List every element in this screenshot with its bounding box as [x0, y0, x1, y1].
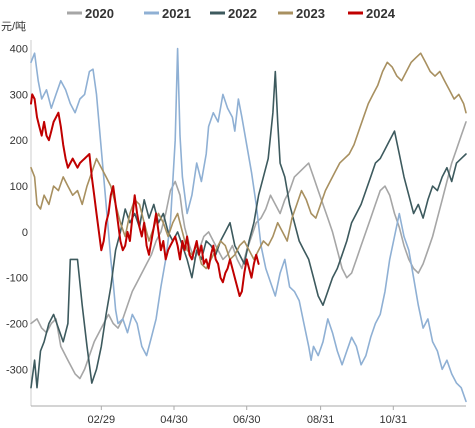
y-tick-label: 300 — [10, 89, 28, 101]
series-line-2024 — [30, 93, 260, 297]
series-line-2022 — [30, 70, 467, 389]
x-tick-label: 06/30 — [233, 414, 261, 426]
legend-label: 2020 — [85, 6, 114, 21]
legend-item-2022[interactable]: 2022 — [210, 6, 257, 21]
legend: 2020 2021 2022 2023 2024 — [67, 6, 396, 21]
legend-label: 2022 — [228, 6, 257, 21]
x-tick-label: 08/31 — [307, 414, 335, 426]
series-line-2021 — [30, 47, 467, 403]
legend-label: 2024 — [366, 6, 396, 21]
plot-series — [30, 47, 467, 403]
legend-item-2021[interactable]: 2021 — [144, 6, 191, 21]
y-tick-label: -200 — [6, 319, 28, 331]
series-line-2023 — [30, 52, 467, 270]
y-tick-label: -100 — [6, 273, 28, 285]
legend-item-2020[interactable]: 2020 — [67, 6, 114, 21]
y-tick-label: 200 — [10, 135, 28, 147]
x-axis-ticks: 02/29 04/30 06/30 08/31 10/31 — [88, 406, 408, 426]
y-axis-unit-label: 元/吨 — [1, 20, 26, 33]
x-tick-label: 04/30 — [160, 414, 188, 426]
y-tick-label: 400 — [10, 44, 28, 56]
y-tick-label: 0 — [22, 227, 28, 239]
legend-item-2023[interactable]: 2023 — [278, 6, 325, 21]
y-tick-label: -300 — [6, 364, 28, 376]
legend-label: 2023 — [296, 6, 325, 21]
y-tick-label: 100 — [10, 181, 28, 193]
legend-label: 2021 — [162, 6, 191, 21]
y-axis-ticks: 400 300 200 100 0 -100 -200 -300 — [6, 44, 28, 377]
x-tick-label: 02/29 — [88, 414, 116, 426]
x-tick-label: 10/31 — [380, 414, 408, 426]
legend-item-2024[interactable]: 2024 — [348, 6, 396, 21]
